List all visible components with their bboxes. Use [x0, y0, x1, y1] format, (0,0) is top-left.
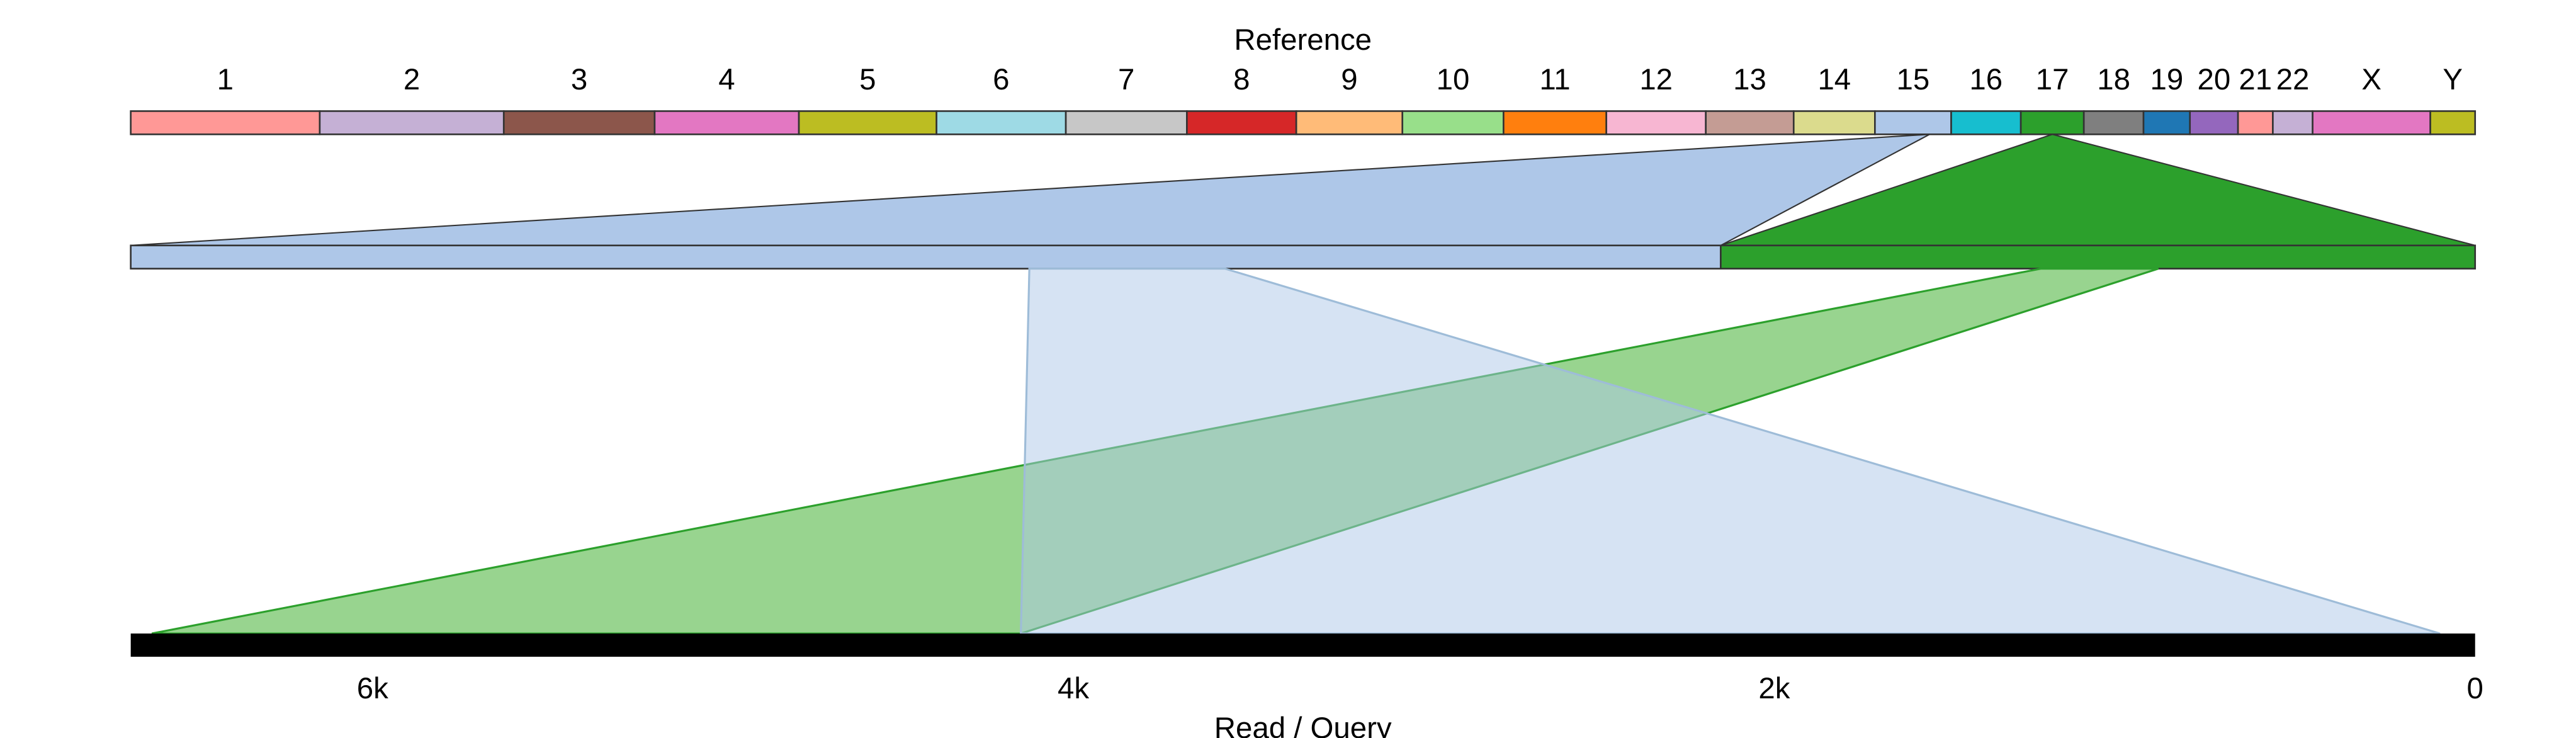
chromosome-label-3: 3	[571, 63, 587, 96]
chromosome-block-9	[1295, 110, 1404, 135]
chromosome-block-14	[1792, 110, 1876, 135]
chromosome-block-22	[2272, 110, 2313, 135]
chromosome-block-4	[653, 110, 800, 135]
read-tick-label: 6k	[357, 672, 388, 705]
chromosome-label-19: 19	[2150, 63, 2184, 96]
chromosome-label-10: 10	[1437, 63, 1470, 96]
chromosome-block-2	[319, 110, 505, 135]
chromosome-block-3	[502, 110, 656, 135]
chromosome-block-16	[1950, 110, 2022, 135]
chromosome-block-11	[1503, 110, 1607, 135]
chromosome-label-17: 17	[2036, 63, 2069, 96]
chromosome-label-15: 15	[1897, 63, 1930, 96]
chromosome-label-22: 22	[2276, 63, 2310, 96]
read-axis-ticks: 6k 4k 2k 0	[357, 672, 2483, 705]
chromosome-block-12	[1605, 110, 1707, 135]
chromosome-block-19	[2142, 110, 2191, 135]
read-tick-label: 2k	[1758, 672, 1790, 705]
chromosome-label-1: 1	[217, 63, 234, 96]
chromosome-block-1	[130, 110, 321, 135]
chromosome-block-18	[2082, 110, 2145, 135]
segment-chr17	[1720, 244, 2477, 270]
chromosome-block-x	[2312, 110, 2431, 135]
chromosome-label-14: 14	[1817, 63, 1851, 96]
aligned-segment-bar	[130, 244, 2477, 270]
chromosome-label-8: 8	[1233, 63, 1250, 96]
chromosome-block-10	[1401, 110, 1505, 135]
chromosome-label-9: 9	[1341, 63, 1357, 96]
chromosome-block-20	[2189, 110, 2239, 135]
segment-to-read-ribbons	[151, 268, 2441, 635]
chromosome-label-11: 11	[1539, 63, 1570, 96]
chromosome-block-15	[1874, 110, 1952, 135]
segment-chr15	[130, 244, 1722, 270]
read-tick-label: 4k	[1058, 672, 1089, 705]
read-axis-label: Read / Query	[1214, 712, 1392, 738]
ribbon-read-chr15	[1019, 268, 2441, 635]
chromosome-block-5	[798, 110, 937, 135]
reference-to-segment-ribbons	[130, 133, 2476, 246]
chromosome-block-17	[2020, 110, 2085, 135]
chromosome-label-y: Y	[2443, 63, 2463, 96]
chromosome-labels: 1 2 3 4 5 6 7 8 9 10 11 12 13 14 15 16 17 18 19 20 21 22 X Y	[217, 63, 2463, 96]
chromosome-label-20: 20	[2198, 63, 2231, 96]
chromosome-label-21: 21	[2239, 63, 2272, 96]
chromosome-label-18: 18	[2097, 63, 2130, 96]
chromosome-block-6	[935, 110, 1067, 135]
reference-chromosome-bar	[130, 110, 2477, 135]
chromosome-block-21	[2237, 110, 2274, 135]
chromosome-block-13	[1705, 110, 1795, 135]
chromosome-label-12: 12	[1639, 63, 1673, 96]
read-bar	[130, 633, 2475, 657]
chromosome-label-16: 16	[1969, 63, 2003, 96]
read-tick-label: 0	[2467, 672, 2483, 705]
reference-title: Reference	[1234, 23, 1372, 57]
chromosome-block-7	[1065, 110, 1188, 135]
chromosome-label-5: 5	[859, 63, 876, 96]
chromosome-label-x: X	[2361, 63, 2381, 96]
chromosome-block-y	[2429, 110, 2477, 135]
chromosome-label-2: 2	[404, 63, 420, 96]
chromosome-block-8	[1186, 110, 1297, 135]
chromosome-label-4: 4	[718, 63, 735, 96]
ribbon-ref-chr15	[130, 133, 1930, 246]
chromosome-label-7: 7	[1118, 63, 1134, 96]
chromosome-label-6: 6	[993, 63, 1009, 96]
chromosome-label-13: 13	[1733, 63, 1766, 96]
